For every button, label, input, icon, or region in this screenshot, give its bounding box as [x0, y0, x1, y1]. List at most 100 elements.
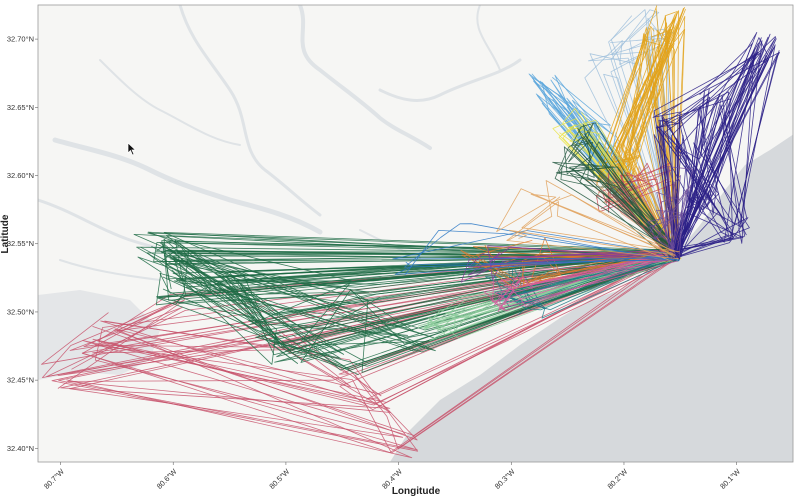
vessel-track: [169, 251, 673, 339]
vessel-track: [509, 229, 673, 255]
vessel-track: [429, 250, 680, 342]
vessel-track: [610, 15, 681, 253]
vessel-track: [268, 249, 673, 367]
vessel-track: [213, 248, 676, 345]
vessel-track: [81, 251, 679, 453]
x-tick-label: 80.5°W: [267, 466, 291, 490]
vessel-track: [554, 136, 681, 256]
vessel-track: [630, 27, 680, 256]
vessel-track: [508, 180, 675, 253]
vessel-track: [506, 201, 679, 262]
vessel-track: [675, 54, 757, 257]
vessel-track: [163, 243, 680, 355]
ocean-area: [390, 134, 793, 462]
mouse-cursor-icon: [127, 142, 137, 156]
vessel-track: [404, 223, 674, 268]
vessel-track: [569, 163, 682, 254]
y-tick-label: 32.70°N: [7, 35, 34, 44]
x-tick-label: 80.6°W: [155, 466, 179, 490]
vessel-track-series: [652, 32, 780, 262]
vessel-track: [460, 248, 681, 283]
vessel-track-series: [392, 223, 680, 275]
vessel-track: [673, 96, 711, 257]
vessel-track: [173, 252, 677, 348]
y-tick-label: 32.65°N: [7, 103, 34, 112]
vessel-track: [159, 232, 681, 352]
x-tick-label: 80.7°W: [42, 466, 66, 490]
vessel-track: [679, 42, 759, 252]
vessel-track: [656, 37, 762, 260]
x-tick-label: 80.1°W: [718, 466, 742, 490]
vessel-track: [366, 256, 670, 400]
vessel-track: [673, 46, 775, 261]
vessel-track: [146, 252, 678, 364]
vessel-track: [563, 127, 674, 260]
vessel-track: [158, 252, 677, 319]
y-tick-label: 32.45°N: [7, 376, 34, 385]
y-axis-title: Latitude: [0, 214, 11, 253]
vessel-track: [615, 163, 673, 260]
vessel-track: [678, 40, 763, 254]
vessel-track: [180, 248, 674, 359]
vessel-track: [496, 188, 676, 257]
vessel-track: [151, 245, 679, 363]
vessel-track: [60, 250, 682, 409]
vessel-track: [568, 148, 682, 251]
vessel-track: [521, 196, 680, 253]
x-tick-label: 80.3°W: [493, 466, 517, 490]
vessel-track: [503, 250, 675, 305]
vessel-track: [572, 122, 681, 260]
vessel-track: [662, 115, 734, 260]
vessel-track: [672, 193, 729, 255]
vessel-track: [173, 251, 678, 316]
vessel-track: [513, 255, 676, 305]
vessel-track: [426, 257, 679, 339]
vessel-track: [161, 240, 676, 290]
vessel-track: [623, 8, 686, 252]
vessel-track: [66, 259, 675, 459]
vessel-track-series: [496, 180, 680, 262]
vessel-track: [552, 124, 673, 259]
vessel-track: [496, 251, 679, 311]
vessel-track: [447, 248, 674, 319]
vessel-track: [165, 249, 680, 373]
vessel-track: [666, 54, 767, 250]
vessel-track-series: [483, 249, 679, 313]
vessel-track: [354, 254, 682, 450]
vessel-track-series: [552, 122, 682, 260]
vessel-track: [41, 254, 679, 365]
vessel-track: [663, 214, 684, 258]
vessel-track: [97, 253, 677, 406]
vessel-track: [669, 135, 690, 257]
vessel-track: [505, 237, 677, 292]
vessel-track: [647, 209, 685, 258]
vessel-track: [94, 254, 681, 454]
y-tick-label: 32.40°N: [7, 444, 34, 453]
vessel-track: [653, 52, 761, 253]
vessel-track: [555, 166, 677, 260]
vessel-track: [676, 48, 755, 254]
vessel-track: [675, 114, 738, 260]
vessel-track: [485, 257, 680, 319]
vessel-track: [628, 29, 680, 250]
vessel-track: [42, 251, 678, 378]
vessel-track: [568, 123, 674, 257]
vessel-track: [394, 255, 672, 275]
vessel-track-series: [41, 249, 682, 459]
vessel-track: [92, 253, 672, 436]
y-tick-label: 32.55°N: [7, 239, 34, 248]
vessel-track: [92, 257, 680, 354]
vessel-track: [249, 259, 677, 341]
vessel-tracks: [41, 5, 780, 459]
vessel-track: [659, 37, 777, 262]
panel-border: [37, 4, 794, 463]
y-axis-ticks: 32.40°N 32.45°N 32.50°N 32.55°N 32.60°N 32.65…: [7, 35, 38, 453]
vessel-track: [165, 252, 681, 304]
vessel-track: [498, 251, 678, 310]
vessel-track-series: [647, 166, 694, 262]
vessel-track: [216, 250, 677, 321]
vessel-track: [392, 230, 678, 260]
vessel-track: [652, 52, 780, 260]
vessel-track: [653, 104, 748, 251]
